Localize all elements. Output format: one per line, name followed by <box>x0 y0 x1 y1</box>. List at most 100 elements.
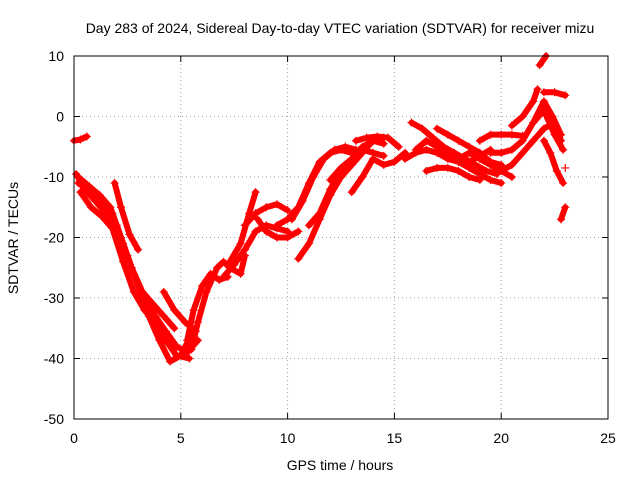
data-point <box>213 263 222 272</box>
data-point <box>170 324 179 333</box>
data-point <box>465 163 474 172</box>
data-point <box>411 145 420 154</box>
data-point <box>294 227 303 236</box>
data-point <box>475 154 484 163</box>
data-point <box>304 221 313 230</box>
data-point <box>422 145 431 154</box>
data-point <box>486 130 495 139</box>
data-point <box>486 160 495 169</box>
data-point <box>347 188 356 197</box>
data-point <box>253 215 262 224</box>
data-point <box>550 88 559 97</box>
data-point <box>443 163 452 172</box>
data-point <box>236 269 245 278</box>
data-point <box>236 239 245 248</box>
series-track-34 <box>535 52 551 70</box>
data-point <box>443 130 452 139</box>
data-point <box>159 287 168 296</box>
data-point <box>539 88 548 97</box>
data-point <box>535 61 544 70</box>
data-point <box>151 318 160 327</box>
series-track-13 <box>253 215 303 242</box>
data-point <box>561 163 570 172</box>
series-track-31 <box>529 106 568 154</box>
data-point <box>507 130 516 139</box>
data-point <box>347 154 356 163</box>
data-point <box>326 176 335 185</box>
data-point <box>407 118 416 127</box>
data-point <box>507 160 516 169</box>
data-point <box>262 203 271 212</box>
data-point <box>507 173 516 181</box>
data-point <box>358 145 367 154</box>
y-tick-label: 10 <box>48 48 64 64</box>
data-point <box>183 336 192 345</box>
data-point <box>518 112 527 121</box>
data-point <box>298 197 307 206</box>
data-point <box>127 263 136 272</box>
series-track-20 <box>351 132 403 151</box>
data-point <box>373 132 382 141</box>
data-point <box>170 306 179 315</box>
data-point <box>240 245 249 254</box>
data-point <box>518 136 527 145</box>
data-point <box>529 136 538 145</box>
series-line <box>111 180 142 253</box>
data-point <box>230 260 239 269</box>
data-point <box>149 300 158 309</box>
tick-labels: 0 5 10 15 20 25 -50 -40 -30 -20 -10 0 10 <box>44 48 616 446</box>
data-point <box>475 176 484 185</box>
data-point <box>383 133 392 142</box>
data-point <box>76 135 85 144</box>
data-point <box>251 227 260 236</box>
series-track-33 <box>539 88 570 100</box>
series-track-8 <box>187 251 249 354</box>
data-point <box>185 354 194 363</box>
data-point <box>539 136 548 145</box>
series-line <box>188 252 248 353</box>
series-line <box>348 149 409 196</box>
y-tick-label: -30 <box>44 290 64 306</box>
series-line <box>558 204 569 223</box>
data-point <box>116 233 125 242</box>
data-point <box>319 154 328 163</box>
data-point <box>97 212 106 221</box>
data-point <box>497 166 506 175</box>
data-point <box>379 139 388 148</box>
data-point <box>428 133 437 142</box>
data-point <box>341 142 350 151</box>
data-point <box>529 118 538 127</box>
data-point <box>465 148 474 157</box>
chart-title: Day 283 of 2024, Sidereal Day-to-day VTE… <box>86 20 595 36</box>
series-line <box>75 174 178 332</box>
series-track-32 <box>539 136 568 188</box>
series-track-4 <box>76 188 194 363</box>
data-point <box>369 154 378 163</box>
data-point <box>219 272 228 281</box>
series-line <box>536 53 550 69</box>
x-tick-label: 15 <box>387 430 403 446</box>
data-point <box>390 157 399 166</box>
data-point <box>134 245 143 254</box>
x-tick-label: 20 <box>493 430 509 446</box>
data-point <box>283 206 292 215</box>
data-point <box>198 281 207 290</box>
data-point <box>550 130 559 139</box>
data-point <box>351 136 360 145</box>
data-point <box>465 173 474 181</box>
series-line <box>540 137 567 186</box>
data-point <box>401 154 410 163</box>
data-point <box>283 233 292 242</box>
data-point <box>443 151 452 160</box>
data-point <box>561 91 570 100</box>
x-tick-label: 10 <box>280 430 296 446</box>
data-point <box>533 85 542 94</box>
data-point <box>362 133 371 142</box>
data-point <box>454 154 463 163</box>
series-track-6 <box>110 179 143 254</box>
data-point <box>172 351 181 360</box>
series-track-9 <box>183 269 232 345</box>
y-tick-label: -40 <box>44 351 64 367</box>
data-point <box>471 160 480 169</box>
